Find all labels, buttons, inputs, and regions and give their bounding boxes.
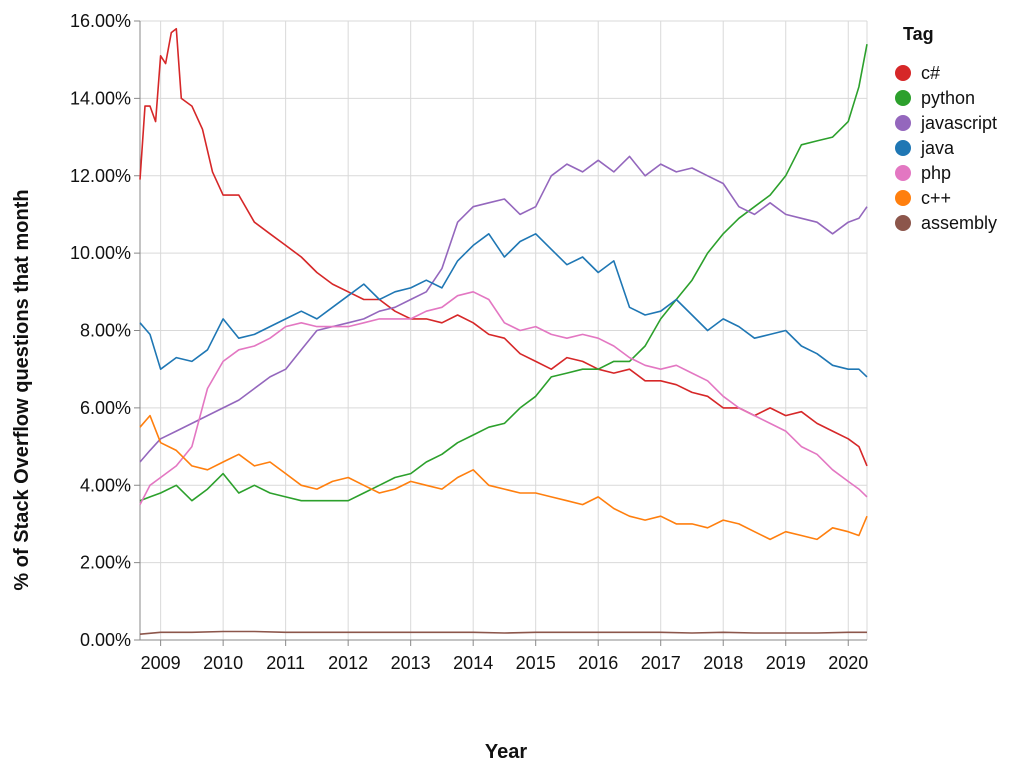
legend-swatch (895, 115, 911, 131)
y-tick-label: 0.00% (80, 630, 131, 650)
legend: Tag c# python javascript java php c++ assembly (895, 24, 997, 233)
legend-label: c# (921, 63, 940, 83)
legend-swatch (895, 165, 911, 181)
x-tick-label: 2015 (516, 653, 556, 673)
x-tick-label: 2016 (578, 653, 618, 673)
x-tick-label: 2011 (266, 653, 305, 673)
y-tick-label: 16.00% (70, 11, 131, 31)
series-line-javascript (139, 155, 868, 463)
legend-swatch (895, 190, 911, 206)
y-tick-label: 14.00% (70, 88, 131, 108)
axes: 0.00% 2.00% 4.00% 6.00% 8.00% 10.00% 12.00% 14.… (70, 11, 868, 673)
y-tick-label: 4.00% (80, 475, 131, 495)
series-line-php (139, 290, 868, 505)
legend-swatch (895, 90, 911, 106)
series-line-java (139, 233, 868, 378)
grid (140, 20, 868, 641)
legend-swatch (895, 140, 911, 156)
legend-label: assembly (921, 213, 997, 233)
legend-label: python (921, 88, 975, 108)
x-tick-label: 2010 (203, 653, 243, 673)
x-tick-label: 2018 (703, 653, 743, 673)
x-tick-label: 2019 (766, 653, 806, 673)
x-tick-label: 2013 (391, 653, 431, 673)
x-axis-title: Year (485, 741, 527, 763)
y-axis-title: % of Stack Overflow questions that month (11, 189, 33, 590)
series-line-c (139, 27, 868, 467)
legend-swatch (895, 65, 911, 81)
y-tick-label: 10.00% (70, 243, 131, 263)
legend-label: java (920, 138, 955, 158)
y-tick-label: 8.00% (80, 321, 131, 341)
series-line-python (139, 44, 868, 502)
x-tick-label: 2020 (828, 653, 868, 673)
series-lines (139, 27, 868, 635)
legend-title: Tag (903, 24, 934, 44)
y-tick-label: 6.00% (80, 398, 131, 418)
legend-label: php (921, 163, 951, 183)
legend-swatch (895, 215, 911, 231)
y-tick-label: 2.00% (80, 553, 131, 573)
series-line-assembly (139, 630, 867, 635)
y-tick-label: 12.00% (70, 166, 131, 186)
legend-label: c++ (921, 188, 951, 208)
x-tick-label: 2012 (328, 653, 368, 673)
legend-label: javascript (920, 113, 997, 133)
series-line-c (139, 414, 868, 541)
x-tick-label: 2014 (453, 653, 493, 673)
x-tick-label: 2009 (141, 653, 181, 673)
x-tick-label: 2017 (641, 653, 681, 673)
